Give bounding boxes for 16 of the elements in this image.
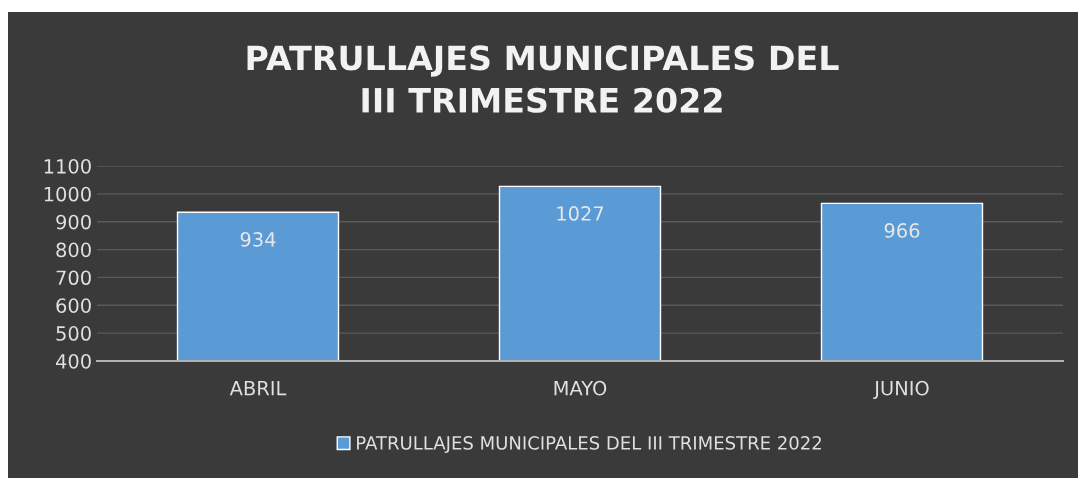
- x-tick-label: JUNIO: [873, 380, 929, 400]
- legend-label: PATRULLAJES MUNICIPALES DEL III TRIMESTRE 2022: [357, 436, 821, 454]
- y-tick-label: 800: [56, 242, 91, 258]
- y-tick-label: 600: [56, 298, 91, 313]
- data-label: 966: [884, 223, 920, 238]
- x-tick-label: MAYO: [554, 380, 607, 396]
- data-label: 934: [240, 232, 276, 247]
- y-tick-label: 500: [56, 326, 91, 341]
- x-tick-label: ABRIL: [229, 381, 287, 396]
- y-tick-label: 1000: [44, 186, 91, 202]
- data-label: 1027: [557, 206, 604, 221]
- chart-title: PATRULLAJES MUNICIPALES DEL III TRIMESTRE 2022: [247, 45, 839, 113]
- y-tick-label: 700: [56, 270, 91, 286]
- y-tick-label: 400: [55, 353, 91, 369]
- y-tick-label: 1100: [44, 158, 91, 174]
- y-tick-label: 900: [56, 214, 91, 230]
